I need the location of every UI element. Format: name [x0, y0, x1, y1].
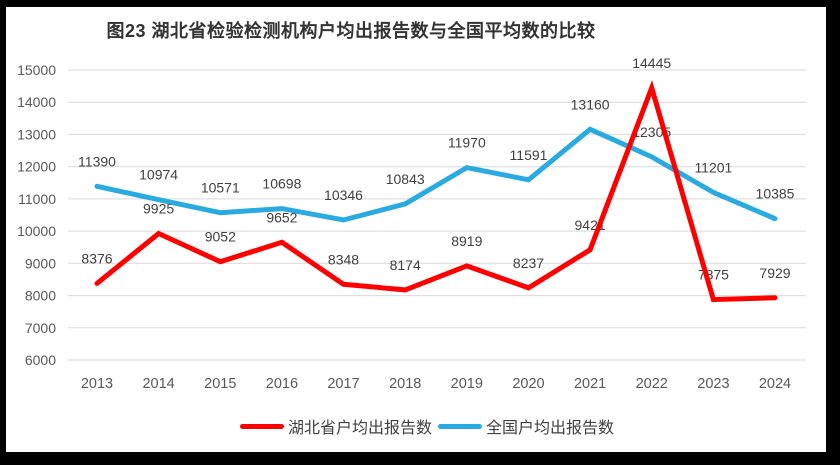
- y-tick-label: 6000: [25, 352, 56, 368]
- x-tick-label: 2014: [142, 376, 174, 392]
- x-tick-label: 2024: [759, 376, 791, 392]
- series-line-1: [94, 126, 778, 223]
- data-label-series1: 11591: [510, 147, 548, 163]
- data-label-series1: 11390: [78, 153, 116, 169]
- legend: 湖北省户均出报告数 全国户均出报告数: [6, 397, 826, 451]
- x-tick-label: 2017: [327, 376, 359, 392]
- y-tick-label: 7000: [25, 320, 56, 336]
- y-tick-label: 11000: [18, 191, 56, 207]
- x-tick-label: 2020: [512, 376, 544, 392]
- data-label-series1: 11201: [694, 159, 732, 175]
- y-tick-label: 9000: [25, 255, 56, 271]
- data-label-series0: 9052: [205, 229, 236, 245]
- data-label-series0: 14445: [632, 55, 671, 71]
- data-label-series1: 10843: [386, 171, 425, 187]
- y-tick-label: 14000: [17, 94, 56, 110]
- data-label-series1: 10571: [201, 180, 240, 196]
- y-tick-label: 15000: [17, 62, 56, 78]
- y-tick-label: 12000: [17, 159, 56, 175]
- data-label-series0: 9652: [266, 209, 297, 225]
- legend-label-hubei: 湖北省户均出报告数: [287, 420, 432, 437]
- data-label-series1: 10974: [139, 167, 178, 183]
- y-tick-label: 13000: [17, 126, 56, 142]
- line-chart-canvas: 6000 7000 8000 9000 10000 11000 12000 13000 1400…: [17, 55, 806, 392]
- x-tick-label: 2019: [451, 376, 483, 392]
- chart-title: 图23 湖北省检验检测机构户均出报告数与全国平均数的比较: [106, 21, 596, 41]
- x-tick-label: 2013: [81, 376, 113, 392]
- data-label-series0: 8919: [451, 233, 482, 249]
- y-tick-label: 8000: [25, 288, 56, 304]
- series-line-0: [94, 80, 778, 303]
- legend-swatch-national-line-icon: [438, 423, 482, 429]
- data-label-series0: 8376: [81, 250, 112, 266]
- data-label-series1: 13160: [571, 96, 610, 112]
- data-label-series0: 7929: [759, 265, 790, 281]
- legend-swatch-hubei-line-icon: [239, 423, 284, 429]
- data-label-series0: 8348: [328, 251, 359, 267]
- data-label-series1: 10346: [324, 187, 363, 203]
- x-tick-label: 2022: [636, 376, 668, 392]
- x-tick-label: 2023: [697, 376, 729, 392]
- legend-label-national: 全国户均出报告数: [486, 420, 615, 437]
- legend-item-hubei: 湖北省户均出报告数: [239, 414, 432, 438]
- data-label-series0: 8174: [390, 257, 421, 273]
- x-tick-label: 2021: [574, 376, 606, 392]
- x-tick-label: 2015: [204, 376, 236, 392]
- data-label-series0: 8237: [513, 255, 544, 271]
- x-tick-label: 2018: [389, 376, 421, 392]
- data-label-series0: 9925: [143, 201, 174, 217]
- data-label-series1: 10698: [262, 176, 301, 192]
- data-label-series1: 11970: [448, 135, 486, 151]
- legend-item-national: 全国户均出报告数: [438, 414, 614, 438]
- y-tick-label: 10000: [17, 223, 56, 239]
- data-label-series1: 10385: [756, 186, 795, 202]
- x-tick-label: 2016: [266, 376, 298, 392]
